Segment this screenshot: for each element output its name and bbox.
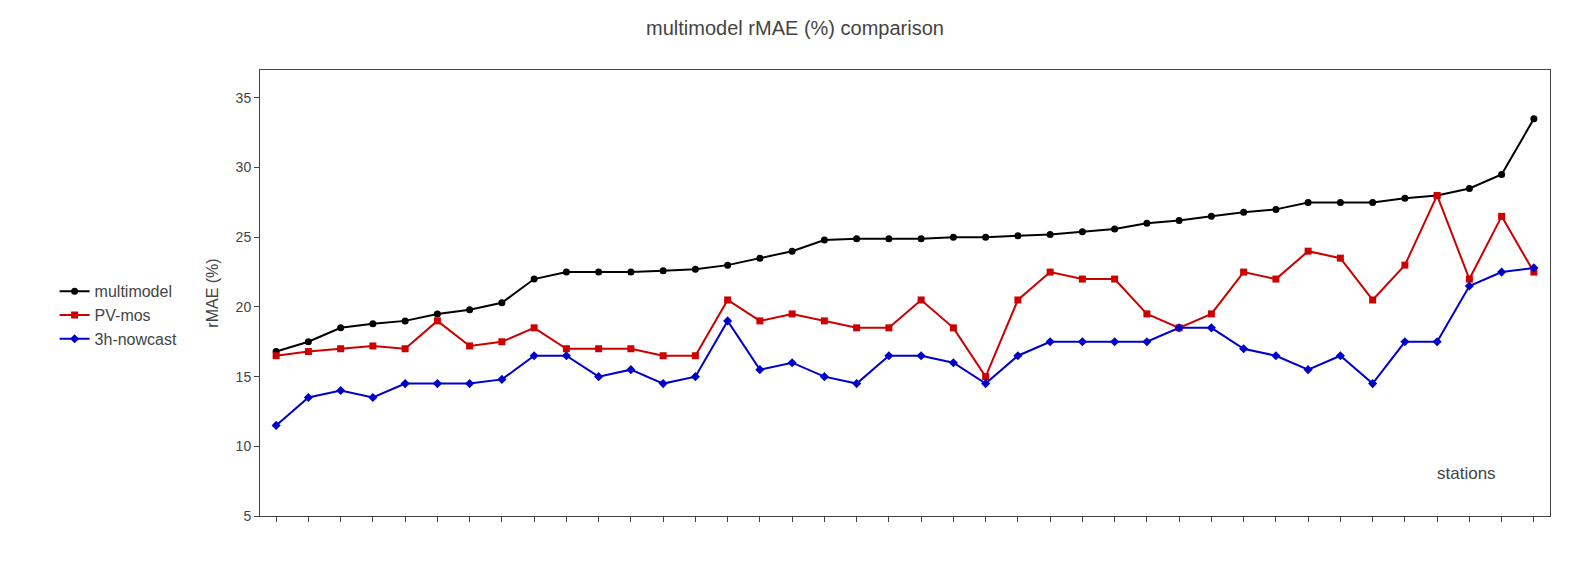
svg-text:10: 10	[236, 438, 252, 454]
svg-text:stations: stations	[1437, 464, 1496, 483]
svg-text:15: 15	[236, 369, 252, 385]
svg-text:5: 5	[243, 508, 251, 524]
svg-text:3h-nowcast: 3h-nowcast	[95, 331, 177, 348]
svg-text:multimodel rMAE (%) comparison: multimodel rMAE (%) comparison	[646, 17, 944, 39]
svg-text:25: 25	[236, 229, 252, 245]
svg-text:20: 20	[236, 299, 252, 315]
svg-text:PV-mos: PV-mos	[95, 307, 151, 324]
svg-text:multimodel: multimodel	[95, 283, 172, 300]
svg-text:35: 35	[236, 90, 252, 106]
svg-text:30: 30	[236, 159, 252, 175]
svg-text:rMAE (%): rMAE (%)	[204, 258, 221, 327]
